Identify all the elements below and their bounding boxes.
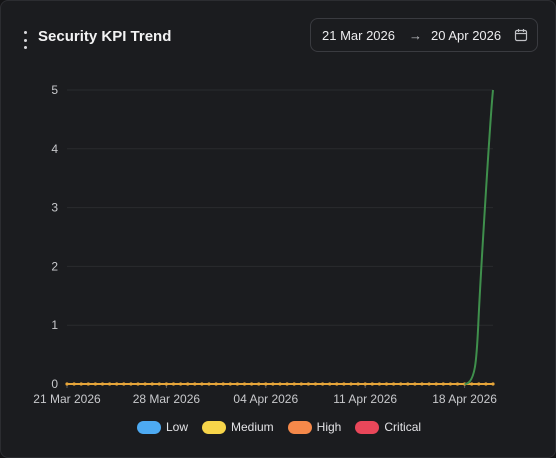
baseline-point	[214, 382, 218, 386]
baseline-point	[356, 382, 360, 386]
x-tick-label: 18 Apr 2026	[432, 392, 497, 406]
baseline-point	[299, 382, 303, 386]
legend-swatch	[287, 420, 312, 434]
baseline-point	[448, 382, 452, 386]
baseline-point	[171, 382, 176, 386]
baseline-point	[455, 382, 460, 386]
y-tick-label: 0	[51, 377, 58, 391]
baseline-point	[65, 382, 69, 386]
y-tick-label: 5	[51, 83, 58, 97]
baseline-point	[321, 382, 325, 386]
baseline-point	[370, 382, 374, 386]
y-tick-label: 1	[51, 318, 58, 332]
baseline-point	[342, 382, 346, 386]
baseline-point	[250, 382, 254, 386]
baseline-point	[72, 382, 76, 386]
baseline-point	[157, 382, 161, 386]
baseline-point	[179, 382, 183, 386]
baseline-point	[200, 382, 204, 386]
baseline-point	[292, 382, 296, 386]
baseline-point	[441, 382, 445, 386]
chart-legend: Low Medium High Critical	[1, 419, 556, 435]
baseline-point	[427, 382, 431, 386]
baseline-point	[434, 382, 438, 386]
baseline-point	[413, 382, 417, 386]
baseline-point	[264, 382, 268, 386]
baseline-point	[193, 382, 197, 386]
baseline-point	[164, 382, 168, 386]
baseline-point	[399, 382, 403, 386]
baseline-point	[235, 382, 239, 386]
legend-label: Low	[165, 420, 188, 434]
baseline-point	[363, 382, 367, 386]
legend-swatch	[201, 420, 226, 434]
legend-item-medium[interactable]: Medium	[201, 419, 274, 435]
baseline-point	[136, 382, 140, 386]
calendar-icon[interactable]	[514, 28, 528, 42]
baseline-point	[79, 382, 83, 386]
date-range-start[interactable]: 21 Mar 2026	[322, 28, 395, 43]
series-line-trend	[464, 89, 494, 385]
legend-label: Critical	[384, 420, 422, 434]
baseline-point	[313, 382, 318, 386]
baseline-point	[484, 382, 488, 386]
x-tick-label: 21 Mar 2026	[33, 392, 101, 406]
baseline-point	[285, 382, 289, 386]
baseline-point	[306, 382, 310, 386]
baseline-point	[392, 382, 396, 386]
kpi-trend-chart: 0 1 2 3 4 5 21 Mar 2026 28 Mar 2026 04 Apr 2026 1…	[33, 83, 497, 406]
baseline-point	[257, 382, 261, 386]
baseline-point	[242, 382, 247, 386]
baseline-point	[108, 382, 112, 386]
x-tick-label: 04 Apr 2026	[233, 392, 298, 406]
legend-item-low[interactable]: Low	[136, 419, 188, 435]
baseline-point	[377, 382, 381, 386]
x-tick-label: 11 Apr 2026	[333, 392, 397, 406]
legend-label: Medium	[230, 420, 274, 434]
baseline-point	[221, 382, 225, 386]
baseline-point	[271, 382, 275, 386]
baseline-point	[278, 382, 282, 386]
baseline-point	[406, 382, 410, 386]
legend-item-critical[interactable]: Critical	[355, 419, 421, 435]
legend-swatch	[355, 420, 380, 434]
baseline-point	[86, 382, 90, 386]
y-tick-label: 3	[51, 201, 58, 215]
kebab-menu-icon[interactable]	[21, 31, 29, 49]
y-tick-label: 2	[51, 259, 58, 273]
y-tick-label: 4	[51, 142, 58, 156]
baseline-point	[93, 382, 97, 386]
baseline-point	[491, 382, 495, 386]
baseline-point	[129, 382, 133, 386]
baseline-point	[143, 382, 147, 386]
date-range-arrow: →	[409, 28, 422, 43]
x-tick-label: 28 Mar 2026	[133, 392, 201, 406]
baseline-point	[335, 382, 339, 386]
legend-swatch	[136, 420, 161, 434]
baseline-point	[186, 382, 190, 386]
baseline-point	[477, 382, 481, 386]
baseline-point	[470, 382, 474, 386]
baseline-point	[207, 382, 211, 386]
baseline-point	[122, 382, 126, 386]
baseline-point	[228, 382, 232, 386]
widget-title: Security KPI Trend	[38, 28, 172, 45]
legend-label: High	[316, 420, 342, 434]
baseline-point	[384, 382, 389, 386]
date-range-end[interactable]: 20 Apr 2026	[431, 28, 502, 43]
baseline-point	[349, 382, 353, 386]
date-range-picker[interactable]: 21 Mar 2026 → 20 Apr 2026	[310, 18, 538, 52]
baseline-point	[420, 382, 424, 386]
legend-item-high[interactable]: High	[287, 419, 342, 435]
baseline-point	[100, 382, 105, 386]
baseline-point	[115, 382, 119, 386]
baseline-point	[150, 382, 154, 386]
baseline-point	[328, 382, 332, 386]
